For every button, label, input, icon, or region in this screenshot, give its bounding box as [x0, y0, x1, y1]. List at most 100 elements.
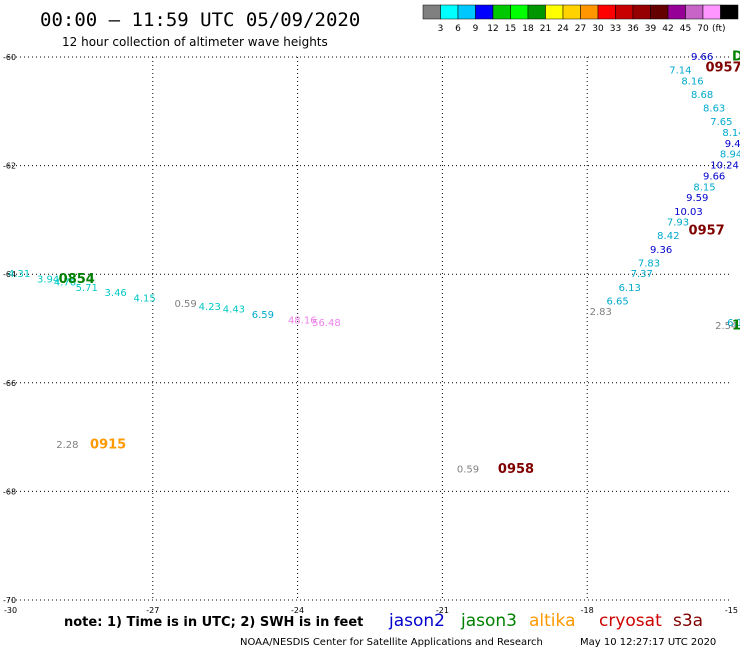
color-legend: 3 6 9 12 15 18 21 24 27 30 33 36 39 42 45 70: [422, 4, 739, 34]
legend-swatch: [580, 4, 599, 20]
pass-time: 0854: [59, 272, 95, 287]
swh-value: 8.63: [703, 104, 725, 115]
legend-bin-label: 24: [557, 24, 569, 34]
satellite-name: jason2: [388, 611, 445, 631]
legend-bin-label: 18: [522, 24, 534, 34]
legend-swatch: [615, 4, 634, 20]
swh-value: 8.14: [722, 128, 740, 139]
pass-time: 0957: [689, 223, 725, 238]
legend-bin-label: 21: [540, 24, 551, 34]
satellite-name: cryosat: [599, 611, 662, 631]
swh-value: 6.59: [252, 310, 274, 321]
swh-value: 3.46: [105, 288, 127, 299]
swh-value: 10.03: [674, 207, 703, 218]
grid-lines: [8, 56, 732, 601]
legend-swatch: [545, 4, 564, 20]
swh-value: 2.54: [715, 321, 737, 332]
swh-value: 5.71: [76, 283, 98, 294]
legend-swatch: [562, 4, 581, 20]
legend-swatch: [422, 4, 441, 20]
swh-value: 8.94: [720, 150, 740, 161]
chart-title: 00:00 – 11:59 UTC 05/09/2020: [40, 9, 360, 31]
legend-swatch: [527, 4, 546, 20]
x-tick-label: -21: [436, 606, 449, 615]
legend-swatch: [597, 4, 616, 20]
swh-value: 2.83: [590, 307, 612, 318]
y-tick-label: -64: [3, 270, 16, 279]
y-tick-label: -68: [3, 487, 16, 496]
swh-value: 4.31: [8, 269, 30, 280]
legend-swatch: [667, 4, 686, 20]
y-tick-label: -66: [3, 379, 16, 388]
legend-bin-label: 27: [575, 24, 586, 34]
legend-swatch: [685, 4, 704, 20]
y-tick-label: -70: [3, 596, 16, 605]
swh-value: 0.59: [175, 299, 197, 310]
swh-value: 7.83: [638, 258, 660, 269]
legend-swatch: [720, 4, 739, 20]
legend-swatch: [632, 4, 651, 20]
swh-value: 7.37: [631, 269, 653, 280]
legend-swatch: [702, 4, 721, 20]
swh-value: 7.65: [710, 117, 732, 128]
legend-bin-label: 30: [592, 24, 604, 34]
legend-bin-label: 6: [455, 24, 461, 34]
swh-value: 6.13: [619, 283, 641, 294]
pass-time: 0958: [498, 462, 534, 477]
swh-value: 8.68: [691, 90, 713, 101]
swh-value: 7.14: [669, 66, 691, 77]
swh-value: 9.66: [703, 171, 725, 182]
pass-time: 1: [732, 318, 740, 333]
swh-value: 4.43: [223, 304, 245, 315]
legend-unit: (ft): [712, 24, 726, 34]
chart-subtitle: 12 hour collection of altimeter wave hei…: [62, 35, 328, 49]
footer-credit: NOAA/NESDIS Center for Satellite Applica…: [240, 637, 543, 648]
x-tick-label: -18: [581, 606, 594, 615]
x-tick-label: -30: [4, 606, 17, 615]
swh-value: 2.28: [56, 440, 78, 451]
swh-value: 9.66: [691, 52, 713, 63]
legend-swatch: [492, 4, 511, 20]
legend-bin-label: 3: [438, 24, 444, 34]
legend-bin-label: 12: [487, 24, 498, 34]
footer-note: note: 1) Time is in UTC; 2) SWH is in fe…: [64, 615, 363, 630]
swh-value: 48.16: [288, 315, 317, 326]
swh-value: 10.24: [710, 161, 739, 172]
legend-bin-label: 42: [662, 24, 673, 34]
y-axis-labels: -60 -62 -64 -66 -68 -70: [3, 53, 16, 605]
swh-value: 4.15: [133, 294, 155, 305]
legend-bin-label: 33: [610, 24, 621, 34]
legend-bin-label: 9: [473, 24, 479, 34]
satellite-name: altika: [529, 611, 576, 631]
x-axis-labels: -30 -27 -24 -21 -18 -15: [4, 606, 738, 615]
footer-timestamp: May 10 12:27:17 UTC 2020: [580, 637, 716, 648]
pass-time: 0957: [705, 60, 740, 75]
swh-value: 3.94: [37, 275, 59, 286]
swh-value: 8.42: [657, 231, 679, 242]
satellite-name: jason3: [460, 611, 517, 631]
swh-value: 7.93: [667, 218, 689, 229]
swh-value: 9.59: [686, 193, 708, 204]
legend-bin-label: 45: [680, 24, 691, 34]
legend-bin-label: 36: [627, 24, 639, 34]
swh-value: 8.15: [693, 182, 715, 193]
legend-bin-label: 70: [697, 24, 709, 34]
swh-value: 0.59: [457, 465, 479, 476]
swh-value: 4.23: [199, 302, 221, 313]
swh-value: 8.16: [681, 76, 703, 87]
swh-value: 4.76: [54, 277, 76, 288]
swh-values: 4.31 3.944.76 5.71 3.46 4.15 0.59 4.23 4.43 6.59…: [8, 52, 740, 476]
swh-value: 6.65: [607, 296, 629, 307]
x-tick-label: -15: [725, 606, 738, 615]
satellite-name: s3a: [673, 611, 703, 631]
y-tick-label: -62: [3, 162, 16, 171]
legend-swatch: [440, 4, 459, 20]
swh-value: 6.13: [727, 318, 740, 329]
x-tick-label: -24: [291, 606, 304, 615]
pass-time: D: [732, 50, 740, 65]
swh-value: 56.48: [312, 318, 341, 329]
legend-swatch: [650, 4, 669, 20]
legend-bin-label: 15: [505, 24, 516, 34]
